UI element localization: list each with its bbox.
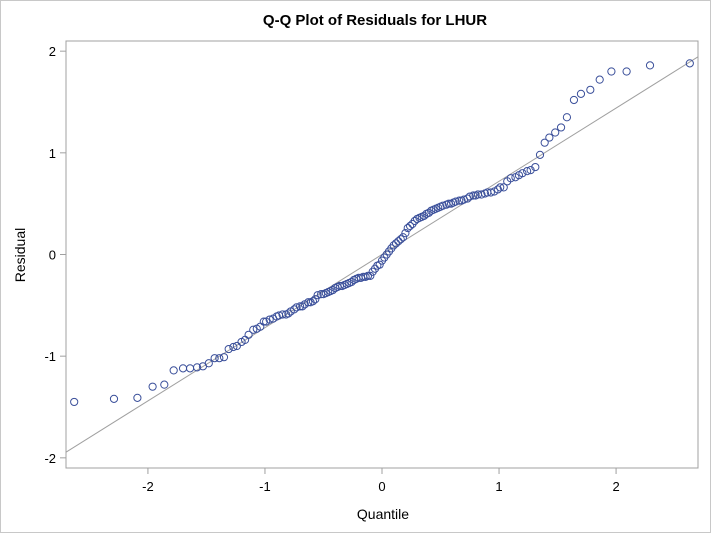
data-point — [375, 260, 384, 269]
data-point — [398, 233, 408, 242]
data-point — [607, 67, 616, 76]
data-point — [313, 291, 322, 300]
data-point — [109, 394, 119, 403]
data-point — [469, 191, 478, 200]
data-point — [185, 364, 195, 373]
data-point — [265, 315, 274, 324]
data-point — [394, 237, 403, 246]
data-point — [493, 185, 502, 194]
data-point — [645, 61, 655, 70]
data-point — [232, 341, 241, 351]
data-point — [586, 85, 595, 94]
data-point — [278, 310, 287, 319]
data-point — [304, 298, 313, 307]
data-point — [391, 239, 401, 248]
data-point — [396, 235, 405, 244]
data-point — [292, 303, 301, 312]
y-tick-label: -1 — [44, 349, 56, 364]
data-points — [70, 59, 694, 407]
data-point — [518, 169, 527, 178]
data-point — [284, 309, 293, 318]
data-point — [229, 342, 238, 352]
data-point — [366, 271, 375, 280]
data-point — [311, 295, 320, 304]
x-tick-label: 0 — [378, 479, 385, 494]
data-point — [308, 297, 318, 306]
data-point — [401, 229, 410, 238]
data-point — [389, 241, 398, 250]
y-tick-label: 2 — [49, 44, 56, 59]
data-point — [244, 330, 253, 339]
y-axis-label: Residual — [12, 228, 28, 282]
data-point — [219, 353, 229, 362]
data-point — [249, 325, 258, 334]
data-point — [178, 364, 188, 373]
x-tick-label: 2 — [612, 479, 619, 494]
data-point — [451, 197, 460, 206]
data-point — [204, 359, 213, 368]
data-point — [685, 59, 694, 68]
data-point — [259, 317, 268, 326]
data-point — [576, 89, 586, 98]
y-tick-label: -2 — [44, 451, 56, 466]
data-point — [556, 123, 566, 132]
data-point — [535, 150, 545, 159]
data-point — [133, 393, 142, 402]
data-point — [169, 366, 178, 375]
data-point — [486, 188, 495, 197]
data-point — [595, 75, 604, 84]
x-axis-label: Quantile — [357, 506, 409, 522]
data-point — [298, 302, 307, 311]
data-point — [496, 183, 505, 192]
y-tick-label: 1 — [49, 146, 56, 161]
data-point — [622, 67, 631, 76]
data-point — [545, 133, 554, 142]
x-tick-label: -2 — [142, 479, 154, 494]
data-point — [403, 223, 412, 233]
data-point — [506, 174, 515, 183]
data-point — [192, 363, 202, 372]
data-point — [569, 95, 579, 105]
x-tick-label: 1 — [495, 479, 502, 494]
data-point — [215, 354, 224, 363]
data-point — [499, 183, 508, 192]
data-point — [465, 192, 474, 201]
data-point — [148, 382, 157, 391]
data-point — [551, 128, 560, 137]
x-axis: -2 -1 0 1 2 — [142, 468, 620, 494]
y-tick-label: 0 — [49, 248, 56, 263]
data-point — [160, 380, 169, 389]
data-point — [438, 201, 447, 210]
data-point — [210, 354, 219, 363]
data-point — [224, 344, 233, 354]
data-point — [455, 196, 464, 205]
chart-title: Q-Q Plot of Residuals for LHUR — [263, 12, 487, 29]
data-point — [477, 190, 486, 199]
data-point — [523, 167, 532, 176]
data-point — [295, 302, 305, 311]
data-point — [562, 113, 572, 122]
y-axis: -2 -1 0 1 2 — [44, 44, 66, 466]
data-point — [70, 397, 79, 407]
data-point — [405, 221, 415, 231]
data-point — [531, 162, 540, 172]
data-point — [363, 271, 373, 280]
data-point — [540, 138, 549, 147]
x-tick-label: -1 — [259, 479, 271, 494]
